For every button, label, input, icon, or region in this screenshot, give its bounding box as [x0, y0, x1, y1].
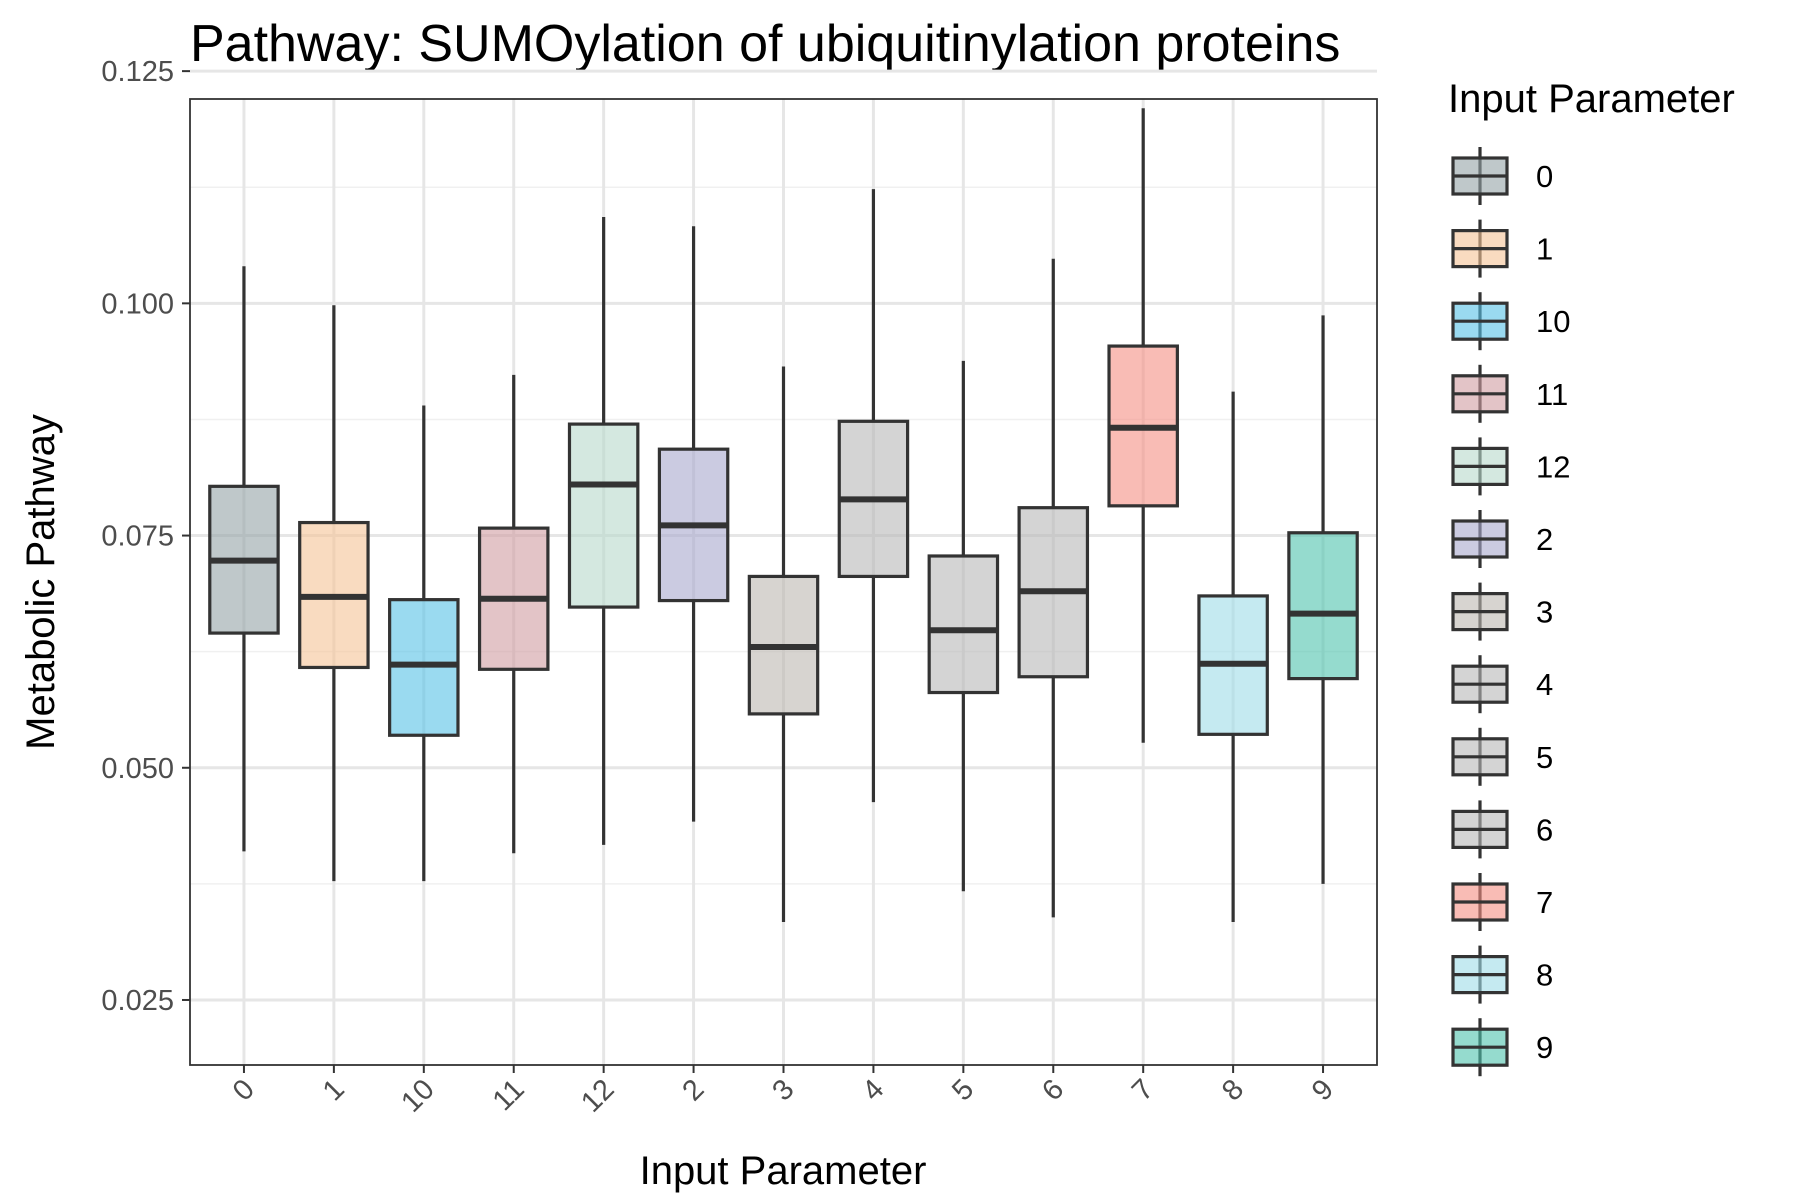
y-tick-label: 0.025 [101, 985, 174, 1017]
legend-label: 12 [1536, 449, 1570, 484]
box-8 [1197, 391, 1269, 922]
legend-label: 5 [1536, 740, 1553, 775]
legend-item-3: 3 [1451, 582, 1553, 641]
box-7 [1107, 108, 1179, 743]
x-tick-label: 6 [1036, 1073, 1070, 1107]
x-tick-label: 2 [676, 1073, 710, 1107]
box-11 [477, 374, 550, 854]
y-tick-label: 0.075 [101, 521, 174, 553]
y-tick-label: 0.050 [101, 753, 174, 785]
legend-label: 7 [1536, 885, 1553, 920]
box-4 [837, 189, 910, 803]
x-tick-label: 1 [317, 1073, 351, 1107]
legend-item-12: 12 [1451, 437, 1570, 496]
legend-item-2: 2 [1451, 510, 1553, 568]
legend-label: 8 [1536, 958, 1553, 993]
legend-label: 11 [1536, 377, 1568, 412]
legend-items: 0 1 10 11 12 2 3 4 5 6 7 8 9 [1451, 147, 1570, 1077]
legend-label: 1 [1536, 232, 1553, 267]
x-tick-label: 3 [766, 1073, 800, 1107]
box-2 [657, 226, 730, 822]
x-tick-label: 7 [1126, 1073, 1160, 1107]
legend-item-9: 9 [1451, 1018, 1553, 1077]
x-axis: 0 1 10 11 12 2 3 4 5 6 7 8 9 [227, 1065, 1340, 1119]
x-tick-label: 12 [575, 1073, 620, 1118]
box-10 [388, 405, 460, 882]
box-12 [567, 216, 640, 845]
x-tick-label: 8 [1216, 1073, 1250, 1107]
legend-item-6: 6 [1451, 800, 1553, 859]
legend-item-8: 8 [1451, 945, 1553, 1004]
legend-title: Input Parameter [1448, 77, 1735, 121]
box-9 [1287, 315, 1359, 884]
x-tick-label: 5 [946, 1073, 980, 1107]
legend-item-5: 5 [1451, 727, 1553, 786]
box-iqr [1287, 531, 1359, 681]
legend: Input Parameter 0 1 10 11 12 2 3 4 5 6 7 8 9 [1448, 77, 1735, 1077]
legend-label: 3 [1536, 595, 1553, 630]
legend-item-10: 10 [1451, 292, 1570, 351]
legend-item-0: 0 [1451, 147, 1553, 205]
legend-item-4: 4 [1451, 655, 1553, 714]
box-6 [1017, 258, 1090, 918]
box-series [208, 108, 1359, 922]
legend-item-7: 7 [1451, 873, 1553, 931]
y-tick-label: 0.125 [101, 56, 174, 88]
x-axis-title: Input Parameter [640, 1149, 927, 1193]
x-tick-label: 9 [1306, 1073, 1340, 1107]
legend-item-11: 11 [1451, 364, 1568, 423]
x-tick-label: 11 [487, 1073, 531, 1117]
chart-title: Pathway: SUMOylation of ubiquitinylation… [190, 15, 1340, 73]
box-iqr [567, 422, 640, 609]
y-axis: 0.025 0.050 0.075 0.100 0.125 [101, 56, 190, 1017]
legend-label: 4 [1536, 667, 1553, 702]
box-iqr [927, 554, 1000, 695]
legend-item-1: 1 [1451, 219, 1553, 278]
legend-label: 10 [1536, 304, 1570, 339]
x-tick-label: 10 [395, 1073, 440, 1118]
x-tick-label: 4 [856, 1073, 890, 1107]
legend-label: 2 [1536, 522, 1553, 557]
box-0 [208, 266, 280, 852]
legend-label: 9 [1536, 1030, 1553, 1065]
box-1 [298, 305, 370, 882]
legend-label: 6 [1536, 812, 1553, 847]
y-tick-label: 0.100 [101, 288, 174, 320]
legend-label: 0 [1536, 159, 1553, 194]
box-5 [927, 360, 1000, 892]
y-axis-title: Metabolic Pathway [19, 414, 63, 750]
box-3 [747, 366, 820, 922]
x-tick-label: 0 [227, 1073, 261, 1107]
